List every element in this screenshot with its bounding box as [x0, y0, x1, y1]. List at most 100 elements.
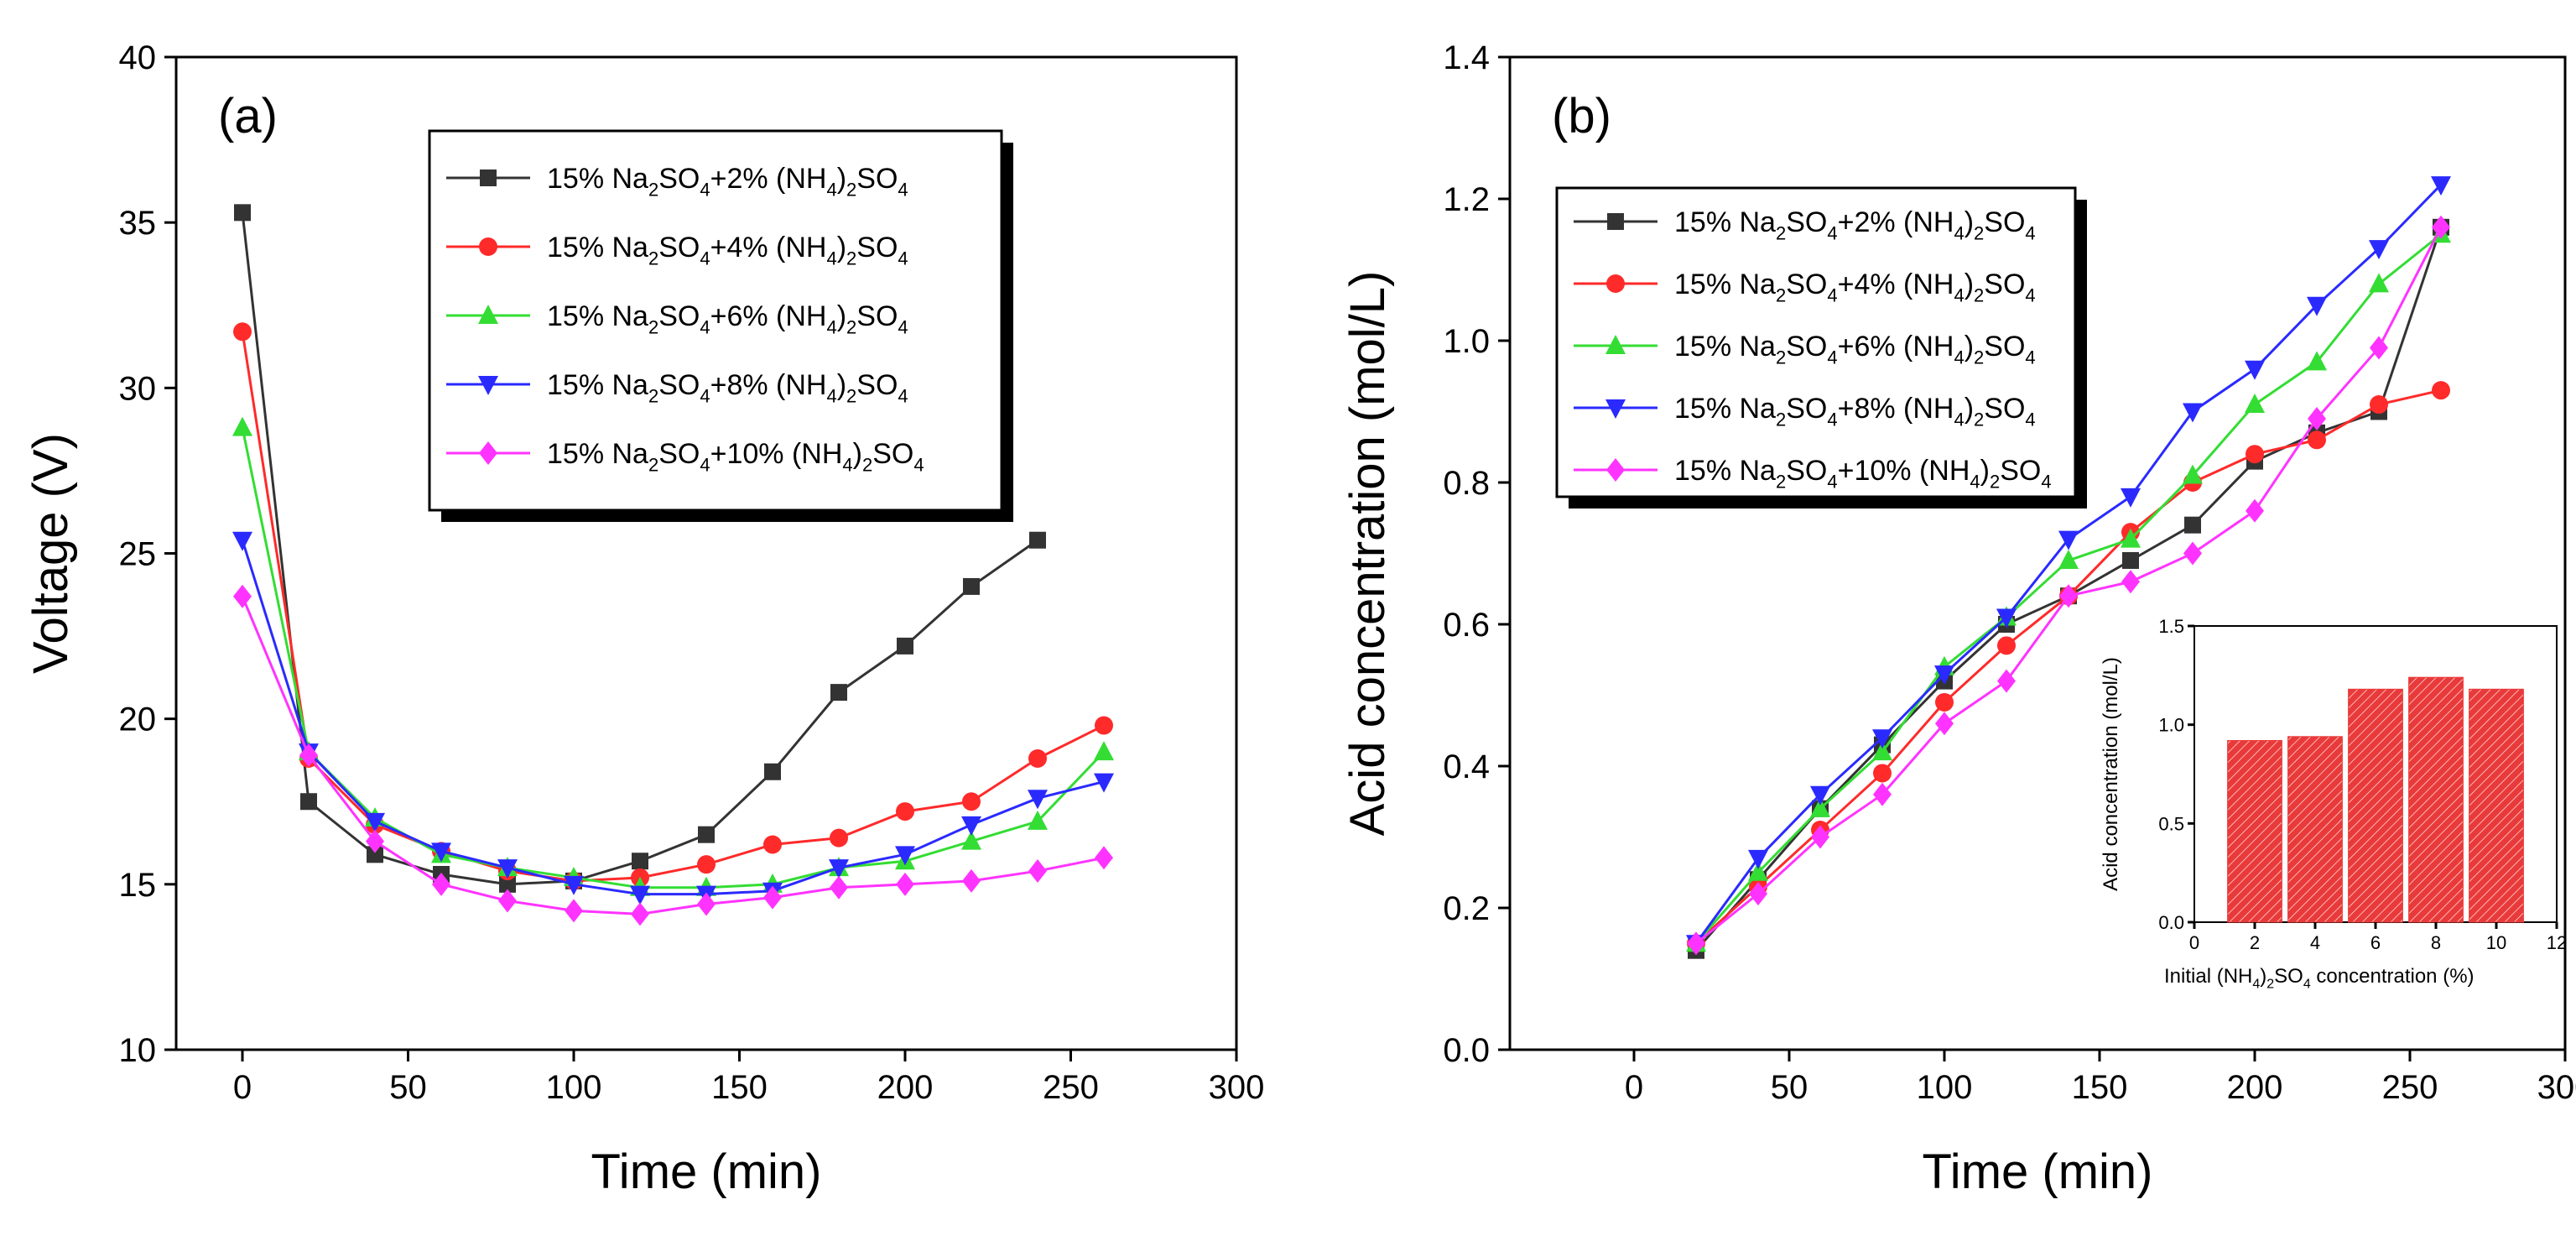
- data-point: [2245, 394, 2265, 414]
- inset-y-tick-label: 1.0: [2158, 715, 2184, 736]
- data-point: [763, 835, 782, 854]
- data-point: [2246, 498, 2264, 523]
- legend-subscript: 2: [846, 317, 856, 338]
- data-point: [2184, 516, 2201, 534]
- data-point: [895, 846, 915, 866]
- data-point: [232, 531, 252, 551]
- data-point: [1997, 636, 2016, 655]
- inset-bar: [2227, 739, 2282, 923]
- legend-entry-label: 15% Na2SO4+8% (NH4)2SO4: [1674, 393, 2036, 430]
- legend-subscript: 4: [826, 180, 836, 201]
- data-point: [1873, 764, 1892, 783]
- data-point: [1872, 741, 1892, 761]
- series-line: [241, 427, 1106, 889]
- inset-x-axis-title: Initial (NH4)2SO4 concentration (%): [2164, 965, 2475, 992]
- x-tick-label: 300: [2537, 1069, 2576, 1106]
- data-point: [300, 793, 317, 811]
- inset-bar: [2348, 688, 2403, 923]
- inset-x-tick-label: 8: [2431, 932, 2441, 953]
- legend-text-part: SO: [856, 163, 898, 195]
- data-point: [2122, 551, 2139, 569]
- legend-subscript: 4: [1970, 472, 1980, 493]
- y-tick-label: 0.0: [1443, 1032, 1490, 1069]
- data-point: [2432, 215, 2450, 239]
- data-point: [299, 743, 318, 768]
- legend-subscript: 4: [2303, 978, 2311, 992]
- legend-subscript: 4: [898, 180, 908, 201]
- legend-subscript: 2: [648, 180, 658, 201]
- legend-subscript: 2: [1776, 285, 1786, 306]
- legend-subscript: 2: [846, 248, 856, 269]
- legend-text-part: 15% Na: [1674, 269, 1776, 300]
- data-point: [1810, 797, 1830, 817]
- legend-text-part: SO: [1984, 269, 2025, 300]
- data-point: [697, 892, 716, 916]
- y-axis-title: Acid concentration (mol/L): [1340, 271, 1395, 837]
- data-point: [1028, 748, 1047, 768]
- x-tick-label: 200: [877, 1069, 934, 1106]
- legend-subscript: 4: [898, 386, 908, 407]
- legend-text-part: 15% Na: [1674, 393, 1776, 425]
- y-tick-label: 0.4: [1443, 748, 1490, 785]
- legend-marker: [1607, 213, 1624, 230]
- series-line: [241, 596, 1105, 915]
- x-tick-label: 150: [2072, 1069, 2128, 1106]
- inset-bar: [2469, 688, 2524, 923]
- legend-marker: [479, 237, 497, 256]
- legend-text-part: +2% (NH: [1838, 206, 1954, 238]
- legend-text-part: ): [837, 232, 846, 263]
- y-tick-label: 10: [119, 1032, 157, 1069]
- data-point: [1811, 825, 1829, 849]
- plot-frame: [1508, 55, 2567, 1051]
- data-point: [830, 875, 848, 900]
- x-tick-label: 0: [233, 1069, 252, 1106]
- x-tick-label: 150: [711, 1069, 768, 1106]
- legend-text-part: SO: [1786, 331, 1827, 362]
- data-point: [961, 830, 981, 850]
- legend-text-part: SO: [856, 300, 898, 332]
- legend-text-part: concentration (%): [2311, 965, 2475, 988]
- series-5: [1687, 215, 2450, 956]
- legend-subscript: 4: [700, 455, 710, 476]
- x-tick-label: 100: [1917, 1069, 1973, 1106]
- legend-subscript: 4: [898, 248, 908, 269]
- data-point: [830, 828, 848, 847]
- inset-bar: [2408, 676, 2464, 923]
- inset-bar: [2287, 736, 2343, 923]
- data-point: [431, 842, 451, 863]
- legend-subscript: 4: [1954, 347, 1964, 368]
- data-point: [2432, 381, 2450, 400]
- legend-text-part: ): [853, 438, 862, 470]
- data-point: [2370, 336, 2388, 360]
- legend-subscript: 4: [842, 455, 852, 476]
- data-point: [897, 637, 913, 655]
- legend-text-part: ): [837, 369, 846, 401]
- data-point: [1095, 716, 1113, 735]
- legend-marker: [480, 169, 497, 186]
- legend-text-part: +8% (NH: [710, 369, 827, 401]
- legend-subscript: 4: [1827, 409, 1837, 430]
- legend-text-part: +6% (NH: [1838, 331, 1954, 362]
- x-tick-label: 100: [546, 1069, 602, 1106]
- legend-subscript: 4: [2252, 978, 2260, 992]
- y-tick-label: 35: [119, 205, 157, 242]
- legend-text-part: SO: [1786, 269, 1827, 300]
- x-tick-label: 200: [2227, 1069, 2283, 1106]
- legend-entry-label: 15% Na2SO4+10% (NH4)2SO4: [1674, 455, 2052, 493]
- legend-text-part: ): [1965, 206, 1974, 238]
- x-tick-label: 300: [1209, 1069, 1265, 1106]
- legend-text-part: +10% (NH: [710, 438, 843, 470]
- data-point: [1748, 861, 1768, 881]
- legend-text-part: SO: [1984, 331, 2025, 362]
- legend-text-part: 15% Na: [1674, 455, 1776, 487]
- data-point: [631, 902, 649, 926]
- legend-subscript: 2: [2266, 978, 2274, 992]
- series-line: [241, 331, 1105, 883]
- legend-text-part: SO: [1984, 206, 2025, 238]
- series-4: [1686, 176, 2451, 955]
- data-point: [896, 872, 914, 896]
- legend-entry-label: 15% Na2SO4+4% (NH4)2SO4: [547, 232, 908, 269]
- legend-subscript: 4: [1827, 285, 1837, 306]
- legend-subscript: 4: [700, 180, 710, 201]
- legend-subscript: 4: [1954, 409, 1964, 430]
